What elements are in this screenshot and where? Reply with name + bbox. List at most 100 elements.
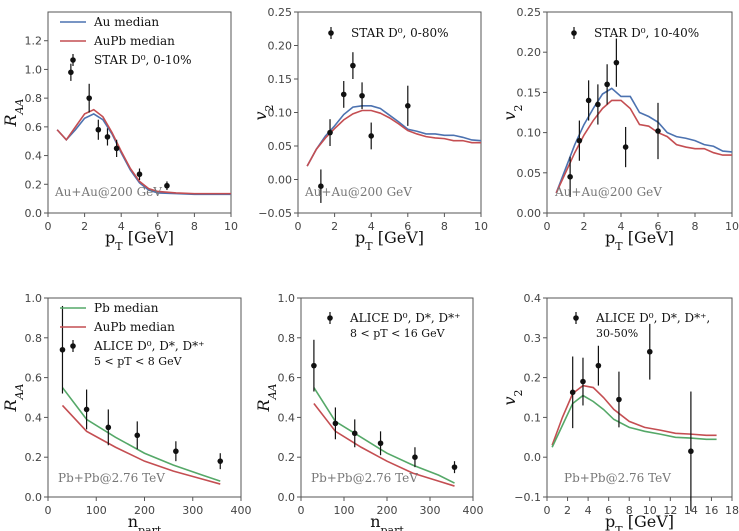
y-tick-label: 1.0	[25, 63, 43, 76]
data-point	[377, 431, 384, 456]
marker	[595, 101, 601, 108]
label-sub: T	[615, 524, 623, 531]
marker	[368, 133, 375, 139]
y-tick-label: 0.4	[524, 292, 542, 305]
y-tick-label: 0.05	[268, 140, 293, 153]
label-main: R	[1, 114, 20, 127]
marker	[134, 432, 141, 439]
y-tick-label: 0.10	[517, 127, 542, 140]
panel-f: 0 2 4 6 8 10 12 14 16 18−0.10.00.10.20.30.4pT [Ge…	[500, 292, 739, 531]
panel-annotation: Pb+Pb@2.76 TeV	[58, 471, 165, 485]
legend: Pb median AuPb median ALICE D⁰, D*, D*⁺ 5 <…	[60, 301, 204, 368]
x-axis-label: pT [GeV]	[105, 228, 174, 253]
x-tick-label: 10	[643, 504, 657, 517]
y-tick-label: 0.20	[268, 40, 293, 53]
panel-annotation: Pb+Pb@2.76 TeV	[311, 471, 418, 485]
marker	[95, 126, 102, 133]
data-point	[616, 371, 622, 428]
x-tick-label: 8	[692, 220, 699, 233]
series-line-aupb	[555, 99, 732, 194]
marker	[405, 103, 411, 109]
y-tick-label: 0.15	[268, 73, 293, 86]
label-main: R	[254, 399, 273, 412]
x-tick-label: 2	[81, 220, 88, 233]
y-tick-label: 0.6	[25, 372, 43, 385]
data-point	[164, 181, 170, 191]
axes-frame	[297, 11, 482, 214]
data-point	[104, 128, 111, 146]
label-sub: AA	[13, 98, 26, 115]
x-tick-label: 6	[655, 220, 662, 233]
x-axis-label: pT [GeV]	[605, 228, 674, 253]
axes-frame	[300, 297, 474, 498]
legend-label: ALICE D⁰, D*, D*⁺	[93, 339, 204, 353]
marker	[595, 362, 602, 369]
legend-marker	[70, 343, 76, 349]
data-point	[646, 323, 653, 380]
y-axis-label: RAA	[254, 383, 279, 412]
x-axis-label-text: npart	[370, 512, 404, 531]
marker	[318, 183, 324, 189]
series-line-au	[306, 105, 482, 167]
legend-label: STAR D⁰, 10-40%	[594, 26, 699, 40]
y-tick-label: 0.1	[524, 411, 542, 424]
marker	[332, 420, 339, 427]
marker	[86, 95, 92, 101]
data-point	[567, 156, 573, 197]
legend-label: Au median	[93, 15, 159, 29]
marker	[622, 144, 629, 150]
marker	[359, 92, 365, 99]
x-axis-label: npart	[128, 512, 162, 531]
data-point	[569, 356, 576, 429]
axes-frame	[546, 297, 733, 498]
y-tick-label: 0.00	[517, 207, 542, 220]
x-tick-label: 4	[368, 220, 375, 233]
x-tick-label: 0	[544, 504, 551, 517]
data-point	[351, 419, 358, 448]
label-sub: 2	[512, 389, 525, 396]
y-tick-label: 0.20	[517, 46, 542, 59]
x-tick-label: 2	[331, 220, 338, 233]
legend-label: ALICE D⁰, D*, D*⁺,	[595, 311, 710, 325]
y-axis-label-text: v2	[500, 389, 525, 405]
series-line-aupb	[61, 404, 221, 485]
series-line-au	[555, 87, 733, 194]
marker	[217, 458, 224, 464]
marker	[68, 69, 74, 76]
marker	[585, 97, 592, 104]
data-point	[311, 339, 317, 392]
legend-sublabel: 5 < pT < 8 GeV	[94, 355, 183, 368]
data-point	[327, 119, 333, 146]
y-tick-label: 0.25	[268, 6, 293, 19]
y-tick-label: 0.25	[517, 6, 542, 19]
label-main: v	[500, 111, 519, 120]
data-point	[59, 305, 66, 394]
y-axis-label-text: RAA	[1, 383, 26, 412]
marker	[688, 448, 694, 455]
marker	[59, 346, 66, 353]
label-main: R	[1, 399, 20, 412]
data-point	[576, 120, 583, 161]
x-axis-label-text: pT [GeV]	[105, 228, 174, 253]
label-main: v	[251, 111, 270, 120]
x-tick-label: 18	[725, 504, 739, 517]
legend-marker	[571, 30, 577, 36]
x-tick-label: 12	[663, 504, 677, 517]
label-sub: T	[615, 240, 623, 253]
y-tick-label: 0.8	[278, 332, 296, 345]
marker	[105, 424, 112, 431]
x-tick-label: 4	[118, 220, 125, 233]
legend-label: STAR D⁰, 0-10%	[94, 53, 192, 67]
x-tick-label: 4	[585, 504, 592, 517]
x-tick-label: 8	[191, 220, 198, 233]
panel-e: 0 100 200 300 400 0.0 0.2 0.4 0.6 0.8 1.0 npart RAA P…	[254, 292, 484, 531]
panel-annotation: Pb+Pb@2.76 TeV	[564, 471, 671, 485]
x-tick-label: 0	[295, 220, 302, 233]
panel-annotation: Au+Au@200 GeV	[54, 185, 162, 199]
marker	[350, 62, 356, 69]
y-tick-label: 0.8	[25, 92, 43, 105]
marker	[327, 129, 333, 136]
x-tick-label: 8	[626, 504, 633, 517]
data-point	[340, 81, 347, 108]
y-axis-label-text: RAA	[1, 98, 26, 127]
